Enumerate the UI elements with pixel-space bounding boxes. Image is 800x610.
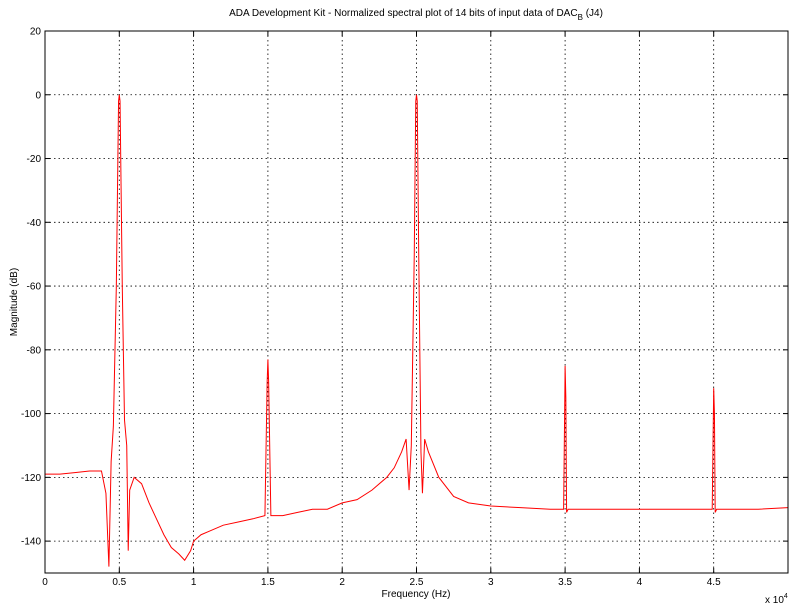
multiplier-exponent: 4 (784, 593, 788, 600)
x-tick-label: 4.5 (707, 577, 721, 588)
y-tick-label: -40 (27, 218, 42, 229)
multiplier-base: x 10 (765, 595, 784, 606)
x-tick-label: 2 (339, 577, 345, 588)
x-tick-label: 1.5 (261, 577, 275, 588)
y-tick-label: -60 (27, 282, 42, 293)
y-tick-label: -100 (21, 409, 41, 420)
x-axis-label: Frequency (Hz) (382, 589, 451, 600)
spectrum-line (45, 94, 789, 567)
x-tick-label: 3.5 (558, 577, 572, 588)
x-tick-label: 1 (191, 577, 197, 588)
y-tick-label: 0 (35, 90, 41, 101)
x-tick-label: 3 (488, 577, 494, 588)
x-multiplier: x 104 (765, 593, 788, 606)
y-tick-label: 20 (30, 27, 42, 38)
x-tick-label: 0 (42, 577, 48, 588)
title-suffix: (J4) (583, 8, 603, 19)
title-main: ADA Development Kit - Normalized spectra… (229, 8, 578, 19)
y-axis-label: Magnitude (dB) (9, 268, 20, 336)
y-tick-label: -120 (21, 473, 41, 484)
title-subscript: B (578, 13, 583, 22)
chart-title: ADA Development Kit - Normalized spectra… (229, 8, 603, 22)
x-tick-label: 0.5 (112, 577, 126, 588)
y-tick-label: -20 (27, 154, 42, 165)
plot-frame (44, 30, 789, 574)
y-tick-label: -140 (21, 537, 41, 548)
x-tick-label: 2.5 (410, 577, 424, 588)
x-tick-label: 4 (637, 577, 643, 588)
y-tick-label: -80 (27, 345, 42, 356)
